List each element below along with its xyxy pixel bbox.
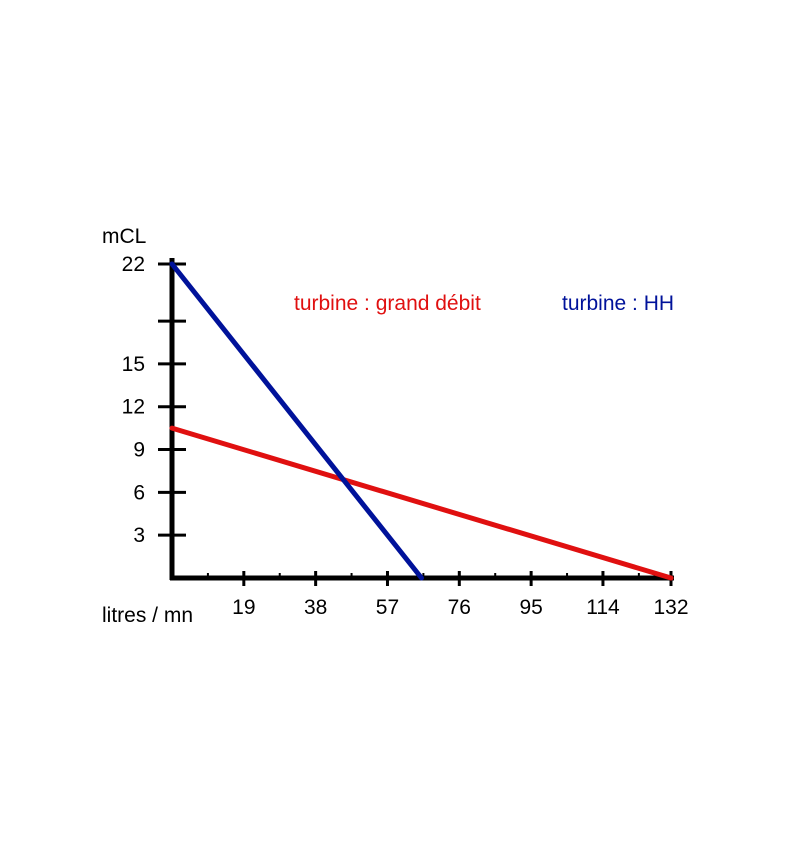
legend-turbine-hh: turbine : HH <box>562 292 674 315</box>
y-tick-label: 6 <box>133 481 145 504</box>
y-axis-label: mCL <box>102 225 146 248</box>
y-tick-label: 9 <box>133 439 145 462</box>
axes <box>158 258 674 586</box>
x-tick-label: 38 <box>304 596 327 619</box>
x-tick-label: 114 <box>586 596 620 619</box>
y-tick-label: 12 <box>122 396 145 419</box>
y-tick-label: 22 <box>122 253 145 276</box>
series-line-0 <box>169 425 674 581</box>
x-tick-label: 19 <box>232 596 255 619</box>
series-lines <box>169 261 674 581</box>
x-tick-label: 132 <box>653 596 688 619</box>
tick-labels: 19 38 57 76 95 114 132 3 6 9 12 15 22 <box>122 253 689 619</box>
x-tick-label: 76 <box>448 596 471 619</box>
x-tick-label: 57 <box>376 596 399 619</box>
y-tick-label: 15 <box>122 353 145 376</box>
y-tick-label: 3 <box>133 524 145 547</box>
x-tick-label: 95 <box>519 596 542 619</box>
x-axis-label: litres / mn <box>102 604 193 627</box>
series-line-1 <box>169 261 424 581</box>
legend-turbine-grand-debit: turbine : grand débit <box>294 292 481 315</box>
